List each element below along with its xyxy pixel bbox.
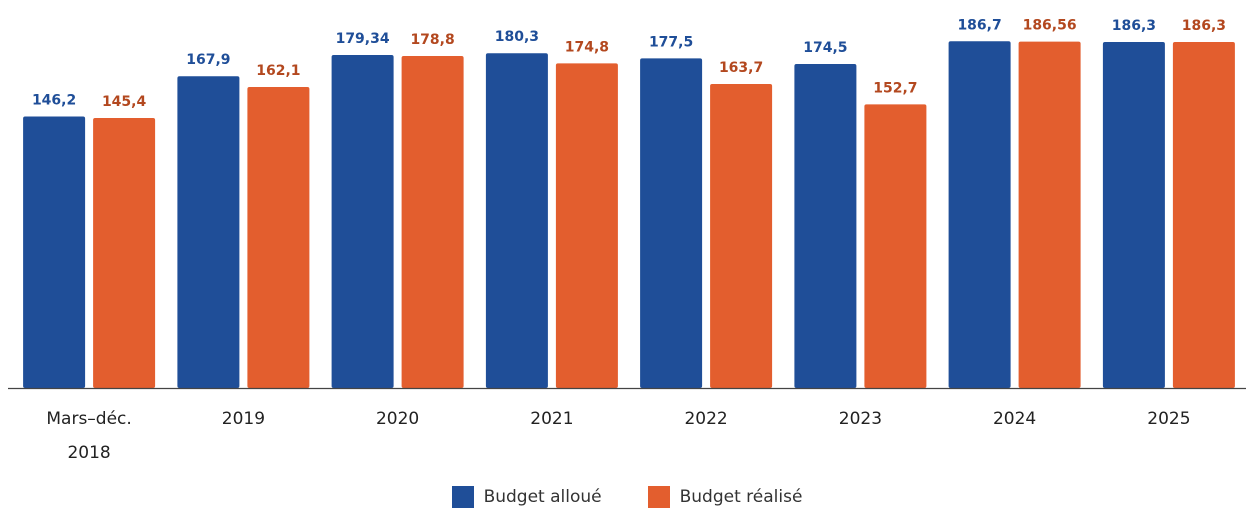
legend-label-budget-realise: Budget réalisé [679, 487, 803, 507]
category-label-5: 2023 [839, 409, 882, 429]
legend: Budget alloué Budget réalisé [0, 486, 1254, 508]
legend-label-budget-alloue: Budget alloué [483, 487, 602, 507]
category-label-2: 2020 [376, 409, 419, 429]
category-label-6: 2024 [993, 409, 1036, 429]
value-label-series-0-cat-1: 167,9 [186, 52, 230, 68]
bar-series-1-cat-6[interactable] [1018, 41, 1081, 388]
value-label-series-1-cat-0: 145,4 [102, 94, 147, 110]
category-label-1-line-0: 2019 [222, 409, 265, 429]
category-label-4: 2022 [684, 409, 727, 429]
legend-swatch-budget-realise [647, 486, 670, 508]
bar-series-1-cat-4[interactable] [710, 84, 773, 388]
category-label-3: 2021 [530, 409, 573, 429]
bar-series-1-cat-0[interactable] [93, 118, 156, 388]
bar-series-0-cat-2[interactable] [331, 55, 394, 388]
bar-series-0-cat-1[interactable] [177, 76, 240, 388]
category-label-3-line-0: 2021 [530, 409, 573, 429]
legend-item-budget-realise[interactable]: Budget réalisé [647, 486, 803, 508]
value-label-series-1-cat-3: 174,8 [565, 39, 609, 55]
value-label-series-0-cat-7: 186,3 [1112, 18, 1156, 34]
bar-series-0-cat-7[interactable] [1102, 42, 1165, 388]
legend-item-budget-alloue[interactable]: Budget alloué [451, 486, 602, 508]
category-label-4-line-0: 2022 [684, 409, 727, 429]
category-label-0-line-0: Mars–déc. [46, 409, 131, 429]
legend-swatch-budget-alloue [451, 486, 474, 508]
value-label-series-1-cat-2: 178,8 [410, 32, 454, 48]
value-label-series-0-cat-5: 174,5 [803, 40, 847, 56]
bars-layer [23, 41, 1235, 389]
value-label-series-0-cat-0: 146,2 [32, 93, 76, 109]
value-label-series-1-cat-4: 163,7 [719, 60, 763, 76]
value-label-series-1-cat-6: 186,56 [1023, 18, 1077, 34]
value-label-series-1-cat-5: 152,7 [873, 80, 917, 96]
category-label-1: 2019 [222, 409, 265, 429]
category-label-6-line-0: 2024 [993, 409, 1036, 429]
category-label-7: 2025 [1147, 409, 1190, 429]
value-label-series-1-cat-7: 186,3 [1182, 18, 1226, 34]
bar-series-0-cat-4[interactable] [640, 58, 703, 389]
category-label-2-line-0: 2020 [376, 409, 419, 429]
bar-series-0-cat-5[interactable] [794, 64, 857, 388]
bar-series-1-cat-1[interactable] [247, 87, 310, 388]
category-label-5-line-0: 2023 [839, 409, 882, 429]
bar-series-1-cat-2[interactable] [401, 56, 464, 388]
bar-series-1-cat-5[interactable] [864, 104, 927, 389]
bar-series-1-cat-3[interactable] [555, 63, 618, 389]
value-labels-layer: 146,2 145,4 167,9 162,1 179,34 178,8 180,3 174,… [32, 17, 1226, 110]
value-label-series-0-cat-3: 180,3 [495, 29, 539, 45]
value-label-series-1-cat-1: 162,1 [256, 63, 300, 79]
category-label-0: Mars–déc. 2018 [46, 409, 131, 463]
category-label-0-line-1: 2018 [67, 443, 110, 463]
category-label-7-line-0: 2025 [1147, 409, 1190, 429]
bar-series-0-cat-0[interactable] [23, 116, 86, 389]
bar-series-1-cat-7[interactable] [1172, 42, 1235, 388]
value-label-series-0-cat-4: 177,5 [649, 34, 693, 50]
category-labels-layer: Mars–déc. 2018 2019 2020 2021 2022 2023 2024 202… [46, 409, 1190, 463]
bar-series-0-cat-6[interactable] [948, 41, 1011, 389]
value-label-series-0-cat-2: 179,34 [336, 31, 390, 47]
value-label-series-0-cat-6: 186,7 [957, 17, 1001, 33]
bar-series-0-cat-3[interactable] [485, 53, 548, 388]
